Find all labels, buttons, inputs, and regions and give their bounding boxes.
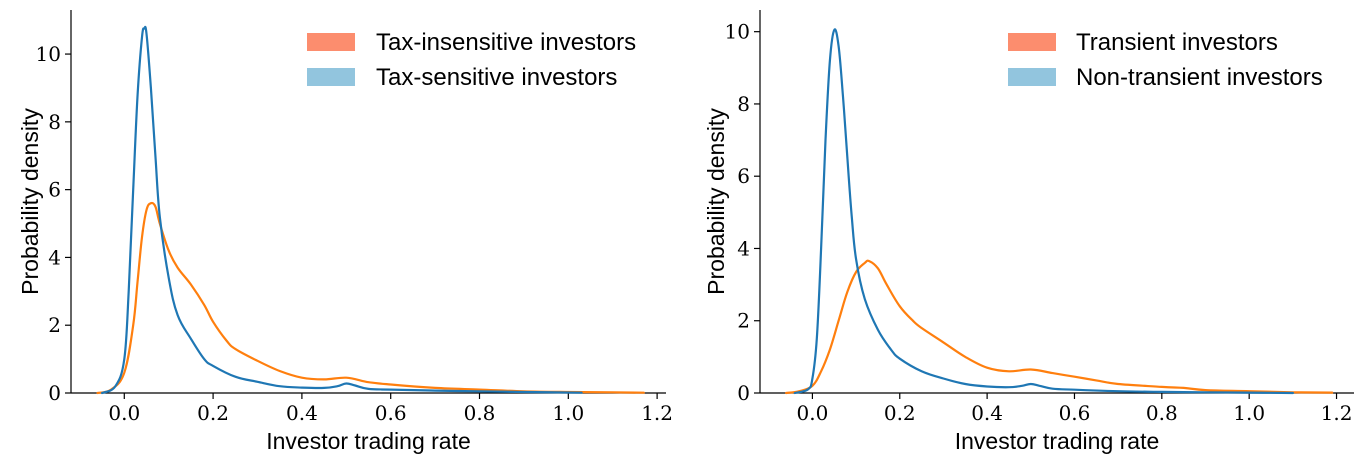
legend-entry-label: Non-transient investors [1076, 64, 1323, 91]
x-axis-label: Investor trading rate [955, 428, 1160, 454]
x-tick-label: 0.2 [197, 401, 229, 425]
y-tick-label: 6 [48, 178, 61, 202]
y-axis-label: Probability density [703, 108, 729, 295]
legend-entry-label: Tax-insensitive investors [376, 29, 636, 56]
y-tick-label: 4 [737, 236, 750, 260]
x-tick-label: 0.4 [286, 401, 318, 425]
legend-entry-label: Tax-sensitive investors [376, 64, 617, 91]
x-tick-label: 0.8 [1146, 401, 1178, 425]
series-line-orange [96, 201, 645, 395]
y-tick-label: 0 [737, 381, 750, 405]
x-tick-label: 1.0 [552, 401, 584, 425]
y-tick-label: 6 [737, 164, 750, 188]
y-tick-label: 4 [48, 245, 61, 269]
y-tick-label: 2 [737, 309, 750, 333]
y-tick-label: 2 [48, 313, 61, 337]
series-line-blue [101, 25, 583, 395]
x-tick-label: 0.0 [108, 401, 140, 425]
series-line-orange [785, 259, 1334, 395]
y-tick-label: 10 [36, 42, 61, 66]
left-chart-panel: 0.0 0.2 0.4 0.6 0.8 1.0 1.2 0 2 4 6 8 10 Investor tra… [17, 10, 673, 454]
legend-swatch [307, 33, 355, 51]
legend-swatch [307, 68, 355, 86]
x-tick-label: 0.2 [884, 401, 916, 425]
y-axis-label: Probability density [17, 108, 43, 295]
right-chart-panel: 0.0 0.2 0.4 0.6 0.8 1.0 1.2 0 2 4 6 8 10 Investor tra… [703, 10, 1354, 454]
x-tick-label: 1.2 [1321, 401, 1353, 425]
legend-swatch [1008, 68, 1056, 86]
legend-entry-label: Transient investors [1076, 29, 1278, 56]
y-tick-label: 8 [48, 110, 61, 134]
series-line-blue [793, 28, 1294, 395]
x-tick-label: 1.0 [1233, 401, 1265, 425]
x-axis-label: Investor trading rate [266, 428, 471, 454]
x-tick-label: 1.2 [641, 401, 673, 425]
y-tick-label: 8 [737, 92, 750, 116]
x-tick-label: 0.0 [797, 401, 829, 425]
x-tick-label: 0.4 [971, 401, 1003, 425]
x-tick-label: 0.6 [1059, 401, 1091, 425]
x-tick-label: 0.6 [375, 401, 407, 425]
legend-swatch [1008, 33, 1056, 51]
y-tick-label: 10 [725, 20, 750, 44]
y-tick-label: 0 [48, 381, 61, 405]
x-tick-label: 0.8 [464, 401, 496, 425]
